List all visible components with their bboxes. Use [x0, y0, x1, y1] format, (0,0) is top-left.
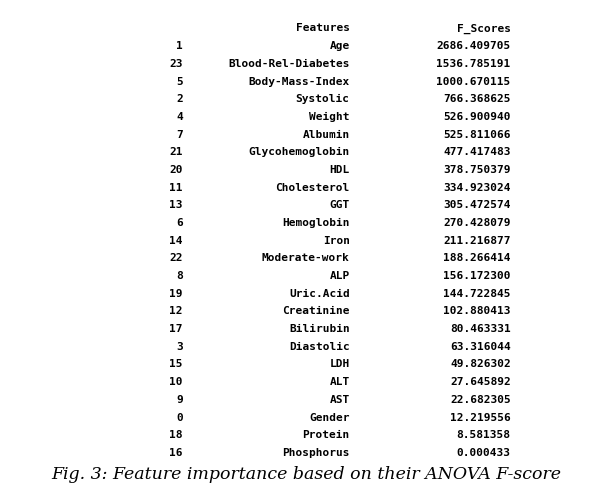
Text: Features: Features	[295, 24, 349, 34]
Text: HDL: HDL	[329, 165, 349, 175]
Text: 1536.785191: 1536.785191	[436, 59, 511, 69]
Text: Phosphorus: Phosphorus	[282, 448, 349, 458]
Text: 8.581358: 8.581358	[457, 430, 511, 440]
Text: 17: 17	[169, 324, 183, 334]
Text: 22.682305: 22.682305	[450, 395, 511, 405]
Text: ALP: ALP	[329, 271, 349, 281]
Text: 23: 23	[169, 59, 183, 69]
Text: 16: 16	[169, 448, 183, 458]
Text: 63.316044: 63.316044	[450, 342, 511, 352]
Text: 144.722845: 144.722845	[443, 289, 511, 299]
Text: 20: 20	[169, 165, 183, 175]
Text: 9: 9	[176, 395, 183, 405]
Text: 49.826302: 49.826302	[450, 360, 511, 370]
Text: 305.472574: 305.472574	[443, 201, 511, 210]
Text: 4: 4	[176, 112, 183, 122]
Text: Glycohemoglobin: Glycohemoglobin	[248, 147, 349, 157]
Text: 14: 14	[169, 236, 183, 246]
Text: Moderate-work: Moderate-work	[262, 253, 349, 263]
Text: 19: 19	[169, 289, 183, 299]
Text: Gender: Gender	[309, 412, 349, 422]
Text: Weight: Weight	[309, 112, 349, 122]
Text: 2686.409705: 2686.409705	[436, 41, 511, 51]
Text: 525.811066: 525.811066	[443, 129, 511, 140]
Text: F_Scores: F_Scores	[457, 24, 511, 34]
Text: 766.368625: 766.368625	[443, 94, 511, 104]
Text: Bilirubin: Bilirubin	[289, 324, 349, 334]
Text: AST: AST	[329, 395, 349, 405]
Text: Systolic: Systolic	[295, 94, 349, 104]
Text: Diastolic: Diastolic	[289, 342, 349, 352]
Text: 156.172300: 156.172300	[443, 271, 511, 281]
Text: Creatinine: Creatinine	[282, 306, 349, 317]
Text: 2: 2	[176, 94, 183, 104]
Text: Albumin: Albumin	[302, 129, 349, 140]
Text: 334.923024: 334.923024	[443, 183, 511, 193]
Text: 15: 15	[169, 360, 183, 370]
Text: 18: 18	[169, 430, 183, 440]
Text: 80.463331: 80.463331	[450, 324, 511, 334]
Text: GGT: GGT	[329, 201, 349, 210]
Text: Fig. 3: Feature importance based on their ANOVA F-score: Fig. 3: Feature importance based on thei…	[51, 466, 562, 483]
Text: 477.417483: 477.417483	[443, 147, 511, 157]
Text: LDH: LDH	[329, 360, 349, 370]
Text: 22: 22	[169, 253, 183, 263]
Text: 211.216877: 211.216877	[443, 236, 511, 246]
Text: Protein: Protein	[302, 430, 349, 440]
Text: 102.880413: 102.880413	[443, 306, 511, 317]
Text: 11: 11	[169, 183, 183, 193]
Text: 12.219556: 12.219556	[450, 412, 511, 422]
Text: 0: 0	[176, 412, 183, 422]
Text: 27.645892: 27.645892	[450, 377, 511, 387]
Text: Uric.Acid: Uric.Acid	[289, 289, 349, 299]
Text: 7: 7	[176, 129, 183, 140]
Text: 12: 12	[169, 306, 183, 317]
Text: Body-Mass-Index: Body-Mass-Index	[248, 77, 349, 86]
Text: 21: 21	[169, 147, 183, 157]
Text: 378.750379: 378.750379	[443, 165, 511, 175]
Text: 1: 1	[176, 41, 183, 51]
Text: 3: 3	[176, 342, 183, 352]
Text: 526.900940: 526.900940	[443, 112, 511, 122]
Text: 188.266414: 188.266414	[443, 253, 511, 263]
Text: 6: 6	[176, 218, 183, 228]
Text: 13: 13	[169, 201, 183, 210]
Text: Cholesterol: Cholesterol	[275, 183, 349, 193]
Text: Blood-Rel-Diabetes: Blood-Rel-Diabetes	[228, 59, 349, 69]
Text: 5: 5	[176, 77, 183, 86]
Text: 8: 8	[176, 271, 183, 281]
Text: 270.428079: 270.428079	[443, 218, 511, 228]
Text: 1000.670115: 1000.670115	[436, 77, 511, 86]
Text: Iron: Iron	[322, 236, 349, 246]
Text: ALT: ALT	[329, 377, 349, 387]
Text: 0.000433: 0.000433	[457, 448, 511, 458]
Text: Age: Age	[329, 41, 349, 51]
Text: Hemoglobin: Hemoglobin	[282, 218, 349, 228]
Text: 10: 10	[169, 377, 183, 387]
